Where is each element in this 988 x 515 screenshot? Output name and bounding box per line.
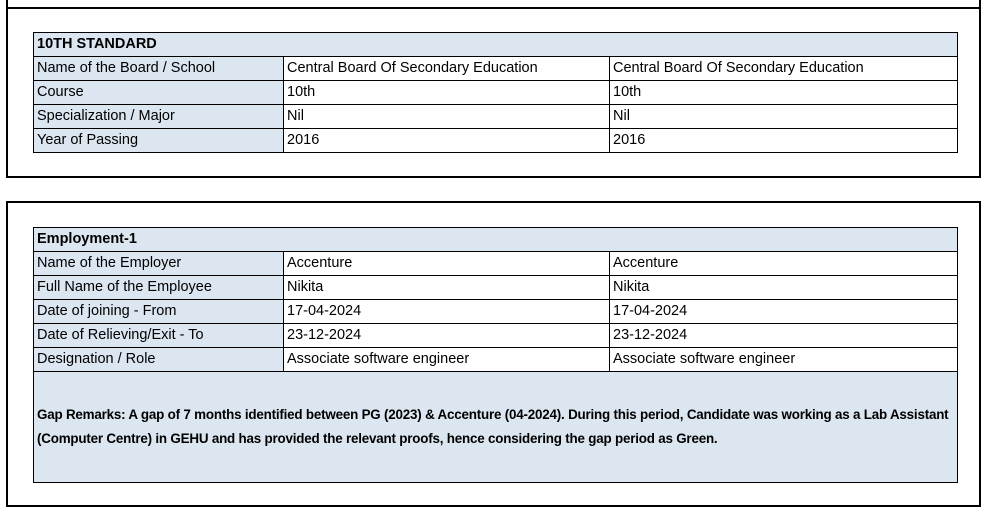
education-table: 10TH STANDARD Name of the Board / School… — [33, 32, 958, 153]
table-row: Name of the Board / School Central Board … — [33, 56, 958, 81]
table-row: Course 10th 10th — [33, 80, 958, 105]
row-label: Date of joining - From — [33, 299, 284, 324]
row-label: Year of Passing — [33, 128, 284, 153]
row-value-1: 23-12-2024 — [283, 323, 610, 348]
table-row: Specialization / Major Nil Nil — [33, 104, 958, 129]
row-value-1: Nikita — [283, 275, 610, 300]
employment-section: Employment-1 Name of the Employer Accentu… — [6, 201, 981, 507]
row-value-2: 17-04-2024 — [609, 299, 958, 324]
row-value-2: 23-12-2024 — [609, 323, 958, 348]
table-row: Date of Relieving/Exit - To 23-12-2024 23-… — [33, 323, 958, 348]
row-label: Full Name of the Employee — [33, 275, 284, 300]
row-value-2: Central Board Of Secondary Education — [609, 56, 958, 81]
row-value-1: 10th — [283, 80, 610, 105]
row-label: Name of the Employer — [33, 251, 284, 276]
row-value-2: Associate software engineer — [609, 347, 958, 372]
education-section: 10TH STANDARD Name of the Board / School… — [6, 7, 981, 178]
row-value-1: Central Board Of Secondary Education — [283, 56, 610, 81]
row-value-1: Accenture — [283, 251, 610, 276]
row-value-2: Nikita — [609, 275, 958, 300]
table-row: Date of joining - From 17-04-2024 17-04-20… — [33, 299, 958, 324]
section-title: Employment-1 — [33, 227, 958, 252]
row-value-1: Nil — [283, 104, 610, 129]
table-row: Name of the Employer Accenture Accenture — [33, 251, 958, 276]
gap-remarks: Gap Remarks: A gap of 7 months identifie… — [33, 371, 958, 483]
table-row: Full Name of the Employee Nikita Nikita — [33, 275, 958, 300]
section-title: 10TH STANDARD — [33, 32, 958, 57]
row-value-1: Associate software engineer — [283, 347, 610, 372]
row-label: Date of Relieving/Exit - To — [33, 323, 284, 348]
table-header-row: Employment-1 — [33, 227, 958, 252]
row-label: Name of the Board / School — [33, 56, 284, 81]
row-value-1: 2016 — [283, 128, 610, 153]
remarks-row: Gap Remarks: A gap of 7 months identifie… — [33, 371, 958, 483]
row-value-2: 10th — [609, 80, 958, 105]
table-header-row: 10TH STANDARD — [33, 32, 958, 57]
row-value-1: 17-04-2024 — [283, 299, 610, 324]
row-value-2: Nil — [609, 104, 958, 129]
row-label: Course — [33, 80, 284, 105]
table-row: Year of Passing 2016 2016 — [33, 128, 958, 153]
row-label: Designation / Role — [33, 347, 284, 372]
row-label: Specialization / Major — [33, 104, 284, 129]
row-value-2: Accenture — [609, 251, 958, 276]
table-row: Designation / Role Associate software eng… — [33, 347, 958, 372]
employment-table: Employment-1 Name of the Employer Accentu… — [33, 227, 958, 483]
row-value-2: 2016 — [609, 128, 958, 153]
